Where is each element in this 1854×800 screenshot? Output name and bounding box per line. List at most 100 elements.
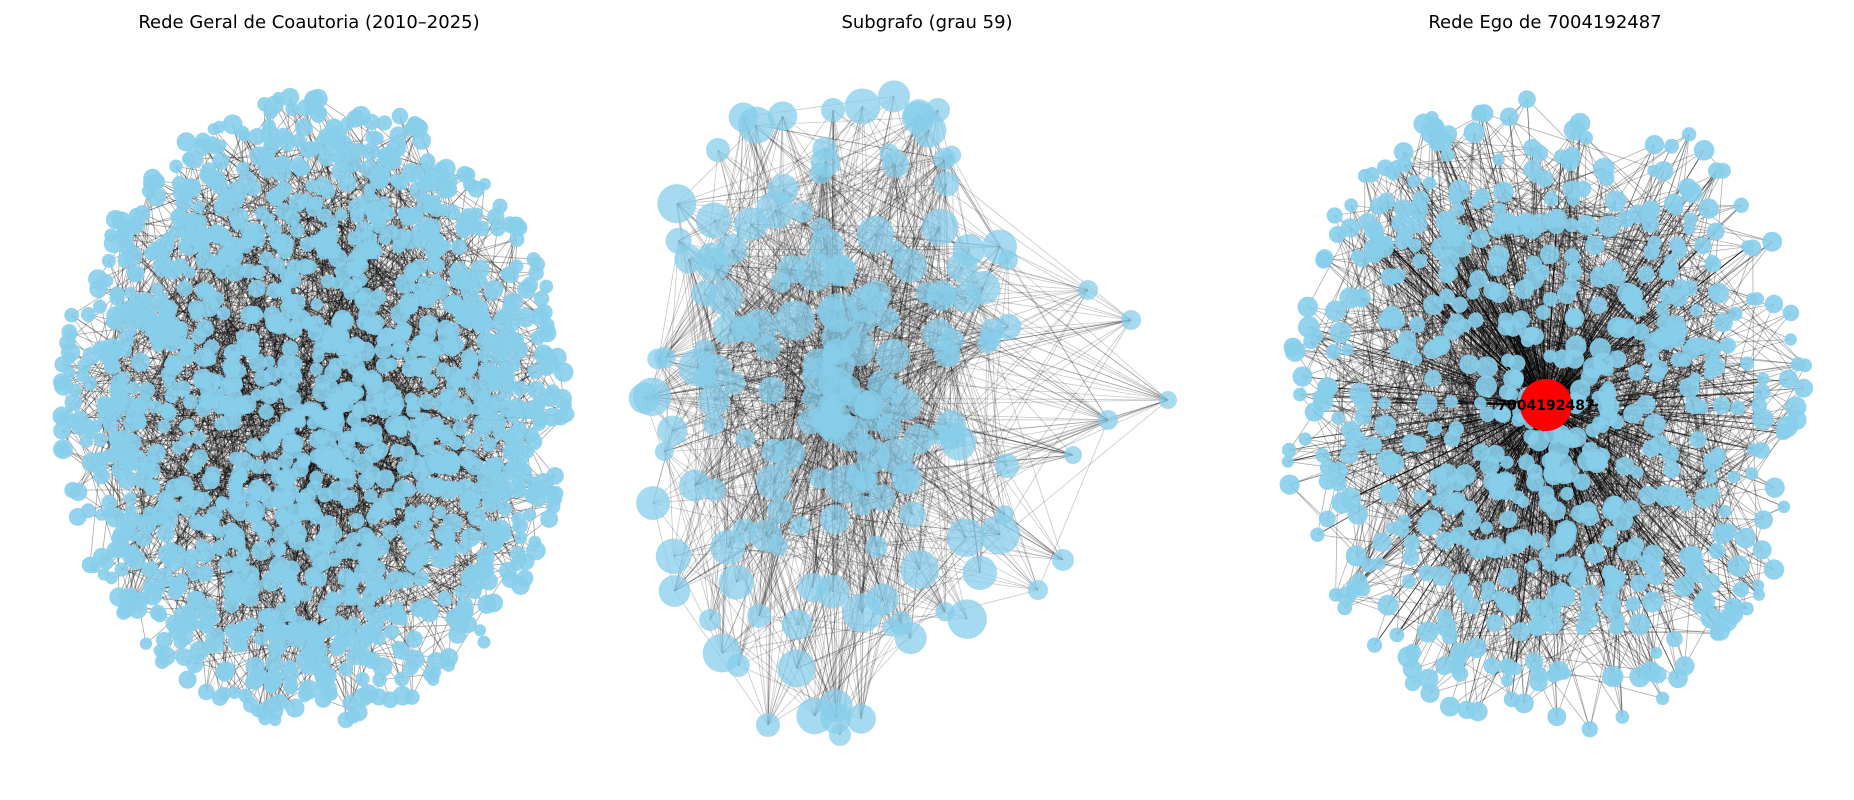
network-node bbox=[368, 170, 383, 184]
network-node bbox=[1641, 200, 1660, 220]
network-node bbox=[260, 433, 280, 453]
network-node bbox=[1501, 674, 1514, 687]
network-node bbox=[1511, 622, 1531, 642]
network-node bbox=[243, 331, 260, 349]
network-node bbox=[1503, 691, 1520, 708]
network-node bbox=[303, 540, 319, 556]
network-node bbox=[1683, 545, 1703, 565]
network-node bbox=[1558, 463, 1579, 484]
network-node bbox=[1598, 215, 1620, 238]
network-node bbox=[809, 467, 831, 490]
network-node bbox=[846, 704, 876, 734]
network-node bbox=[1474, 396, 1487, 410]
network-node bbox=[433, 161, 448, 176]
network-node bbox=[79, 434, 93, 449]
network-node bbox=[1523, 429, 1539, 445]
network-node bbox=[1563, 248, 1581, 265]
network-node bbox=[1713, 313, 1733, 333]
network-node bbox=[281, 663, 300, 683]
network-node bbox=[647, 348, 668, 370]
panel-general-network: Rede Geral de Coautoria (2010–2025) bbox=[0, 0, 618, 800]
network-node bbox=[879, 143, 900, 164]
network-node bbox=[1121, 310, 1141, 330]
network-node bbox=[218, 189, 234, 205]
network-node bbox=[1582, 356, 1605, 379]
network-node bbox=[53, 421, 72, 440]
network-node bbox=[1519, 327, 1533, 341]
network-node bbox=[147, 187, 167, 207]
network-node bbox=[405, 630, 423, 648]
network-node bbox=[1628, 613, 1651, 636]
network-node bbox=[512, 420, 526, 435]
network-node bbox=[191, 430, 206, 446]
network-node bbox=[1673, 576, 1695, 597]
network-node bbox=[212, 374, 225, 387]
network-node bbox=[1660, 261, 1679, 280]
network-node bbox=[222, 114, 243, 135]
network-node bbox=[363, 488, 378, 503]
network-node bbox=[374, 341, 393, 359]
network-node bbox=[216, 306, 231, 321]
network-node bbox=[1475, 375, 1498, 398]
network-node bbox=[334, 208, 348, 222]
network-node bbox=[379, 380, 397, 398]
network-node bbox=[254, 631, 269, 646]
network-node bbox=[190, 214, 208, 231]
network-node bbox=[1443, 430, 1461, 448]
network-node bbox=[1625, 596, 1641, 612]
network-node bbox=[734, 207, 768, 242]
network-node bbox=[216, 665, 233, 682]
network-node bbox=[1303, 334, 1319, 350]
network-node bbox=[61, 323, 78, 340]
network-node bbox=[214, 417, 228, 431]
network-node bbox=[285, 698, 305, 718]
network-node bbox=[1727, 470, 1741, 484]
network-node bbox=[855, 433, 875, 453]
network-node bbox=[756, 713, 780, 737]
network-node bbox=[444, 335, 464, 355]
network-node bbox=[1798, 358, 1813, 373]
network-node bbox=[695, 202, 732, 239]
network-node bbox=[1655, 691, 1670, 706]
network-node bbox=[275, 365, 289, 379]
network-node bbox=[1638, 485, 1658, 505]
network-node bbox=[55, 441, 70, 457]
network-node bbox=[1407, 214, 1428, 234]
network-node bbox=[820, 399, 844, 423]
network-node bbox=[402, 529, 419, 546]
network-node bbox=[108, 343, 123, 358]
network-node bbox=[434, 525, 453, 544]
network-node bbox=[474, 300, 489, 316]
network-node bbox=[1655, 302, 1669, 316]
network-node bbox=[1735, 527, 1756, 549]
network-node bbox=[1461, 511, 1482, 531]
network-node bbox=[1412, 253, 1428, 269]
network-node bbox=[224, 344, 241, 361]
network-node bbox=[1693, 139, 1715, 161]
network-node bbox=[790, 516, 811, 536]
network-node bbox=[484, 522, 498, 536]
network-node bbox=[1730, 400, 1746, 416]
network-node bbox=[202, 637, 219, 654]
network-node bbox=[288, 193, 308, 212]
network-node bbox=[1609, 612, 1624, 627]
network-node bbox=[1685, 396, 1704, 415]
network-node bbox=[116, 605, 131, 620]
network-node bbox=[1397, 646, 1419, 668]
network-node bbox=[357, 596, 374, 613]
network-node bbox=[166, 355, 179, 368]
panel-ego-network: Rede Ego de 7004192487 7004192487 bbox=[1236, 0, 1854, 800]
network-node bbox=[1448, 530, 1462, 544]
network-node bbox=[1310, 527, 1325, 542]
network-node bbox=[1447, 491, 1467, 511]
network-node bbox=[489, 537, 503, 550]
network-node bbox=[1499, 510, 1518, 529]
network-node bbox=[1566, 310, 1582, 326]
network-node bbox=[1594, 447, 1610, 464]
network-node bbox=[126, 381, 140, 395]
network-node bbox=[636, 486, 671, 521]
network-node bbox=[481, 436, 497, 452]
network-node bbox=[110, 374, 128, 392]
network-node bbox=[1600, 595, 1622, 617]
network-node bbox=[415, 477, 433, 495]
